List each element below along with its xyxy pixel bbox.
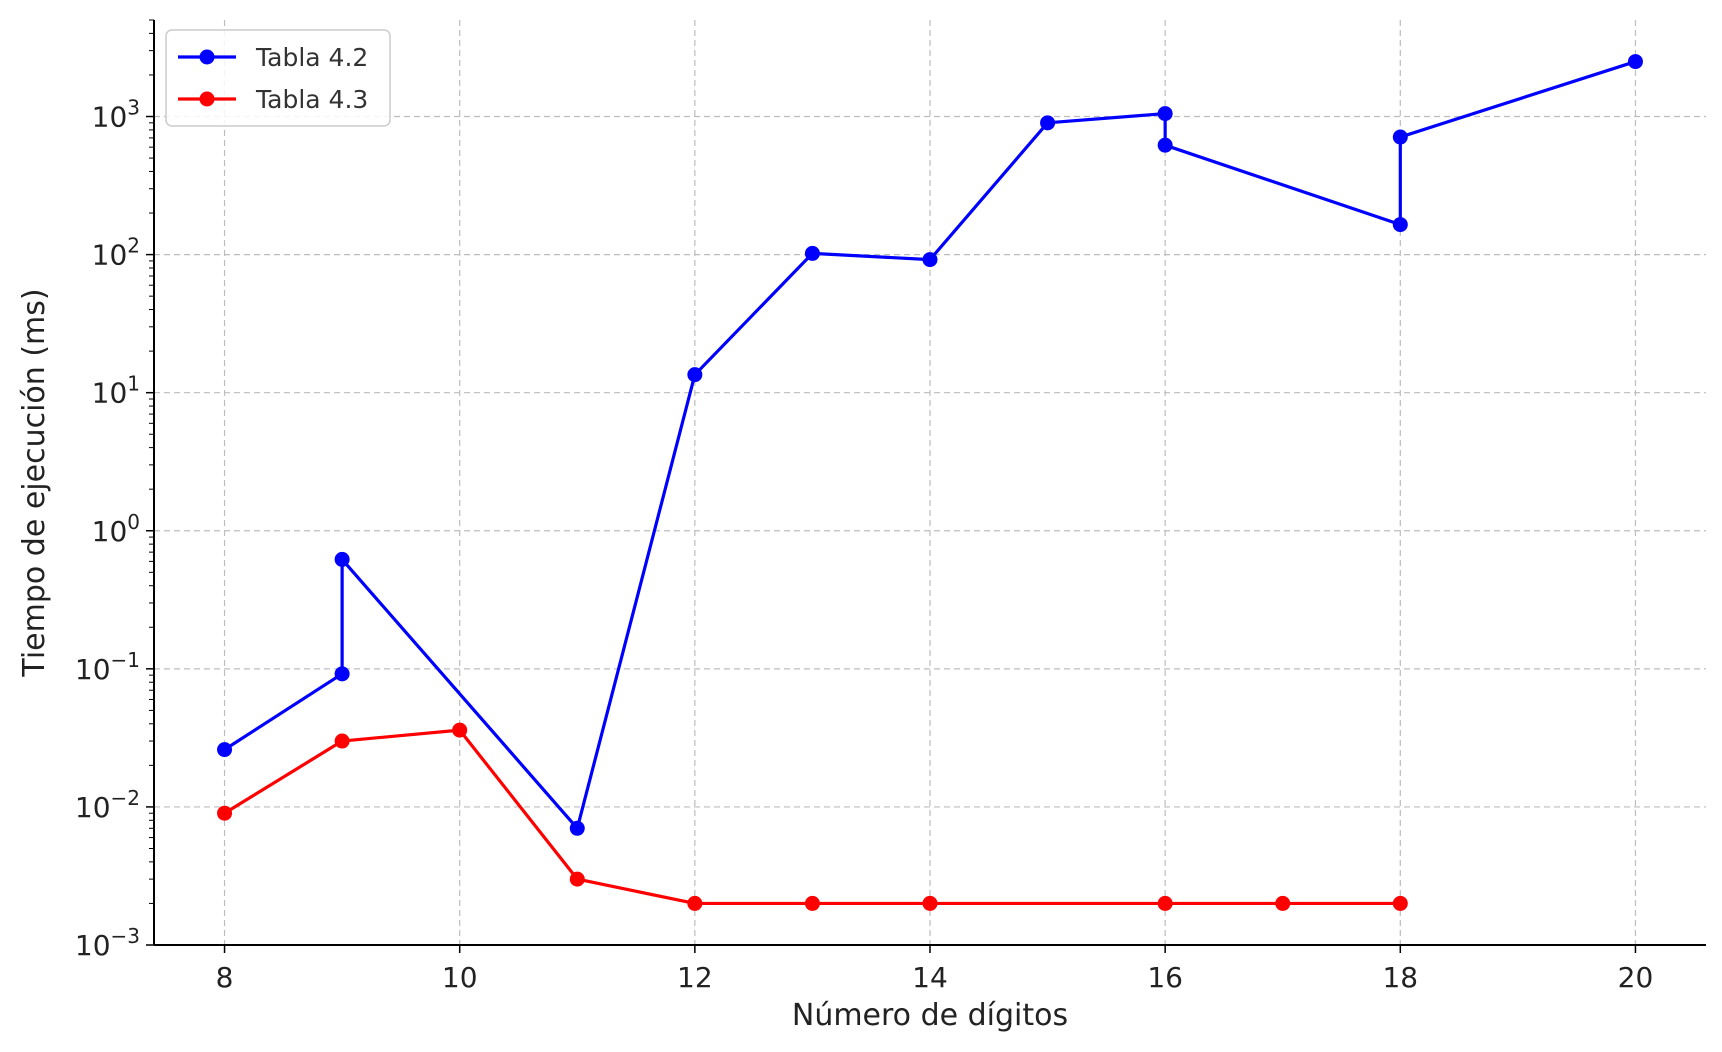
- legend-box: [165, 29, 391, 127]
- legend: Tabla 4.2 Tabla 4.3: [165, 29, 391, 127]
- data-point: [804, 895, 820, 911]
- data-point: [804, 245, 820, 261]
- data-point: [569, 871, 585, 887]
- data-point: [334, 733, 350, 749]
- series-1: [217, 54, 1643, 836]
- x-tick-label: 8: [216, 961, 234, 994]
- data-point: [687, 895, 703, 911]
- legend-label: Tabla 4.3: [255, 85, 368, 114]
- y-tick-label: 101: [92, 372, 140, 410]
- data-point: [1157, 137, 1173, 153]
- x-tick-label: 10: [442, 961, 478, 994]
- x-tick-label: 14: [912, 961, 948, 994]
- data-point: [334, 666, 350, 682]
- ticks: 8 10 12 14 16 18 20 10−3 10−2 10−1 100 101 102 103: [75, 19, 1654, 994]
- data-point: [1157, 106, 1173, 122]
- data-point: [1275, 895, 1291, 911]
- y-tick-label: 10−2: [75, 786, 140, 824]
- data-point: [569, 820, 585, 836]
- data-point: [687, 367, 703, 383]
- series-line: [223, 728, 1401, 906]
- x-axis-title: Número de dígitos: [792, 998, 1068, 1033]
- data-point: [1157, 895, 1173, 911]
- data-point: [1392, 217, 1408, 233]
- data-point: [922, 252, 938, 268]
- data-point: [334, 551, 350, 567]
- data-point: [217, 805, 233, 821]
- y-tick-label: 103: [92, 96, 140, 134]
- data-point: [1627, 54, 1643, 70]
- series-layer: [217, 54, 1643, 911]
- data-point: [1392, 895, 1408, 911]
- legend-swatch-marker: [199, 49, 215, 65]
- y-axis-title: Tiempo de ejecución (ms): [17, 288, 52, 677]
- data-point: [452, 722, 468, 738]
- x-tick-label: 16: [1147, 961, 1183, 994]
- y-tick-label: 102: [92, 234, 140, 272]
- y-tick-label: 10−1: [75, 648, 140, 686]
- y-tick-label: 10−3: [75, 924, 140, 962]
- data-point: [922, 895, 938, 911]
- series-2: [217, 722, 1408, 911]
- x-tick-label: 20: [1618, 961, 1654, 994]
- data-point: [1392, 129, 1408, 145]
- x-tick-label: 12: [677, 961, 713, 994]
- y-tick-label: 100: [92, 510, 140, 548]
- grid: [154, 20, 1706, 945]
- data-point: [217, 742, 233, 758]
- data-point: [1040, 115, 1056, 131]
- x-tick-label: 18: [1382, 961, 1418, 994]
- legend-label: Tabla 4.2: [255, 43, 368, 72]
- legend-swatch-marker: [199, 91, 215, 107]
